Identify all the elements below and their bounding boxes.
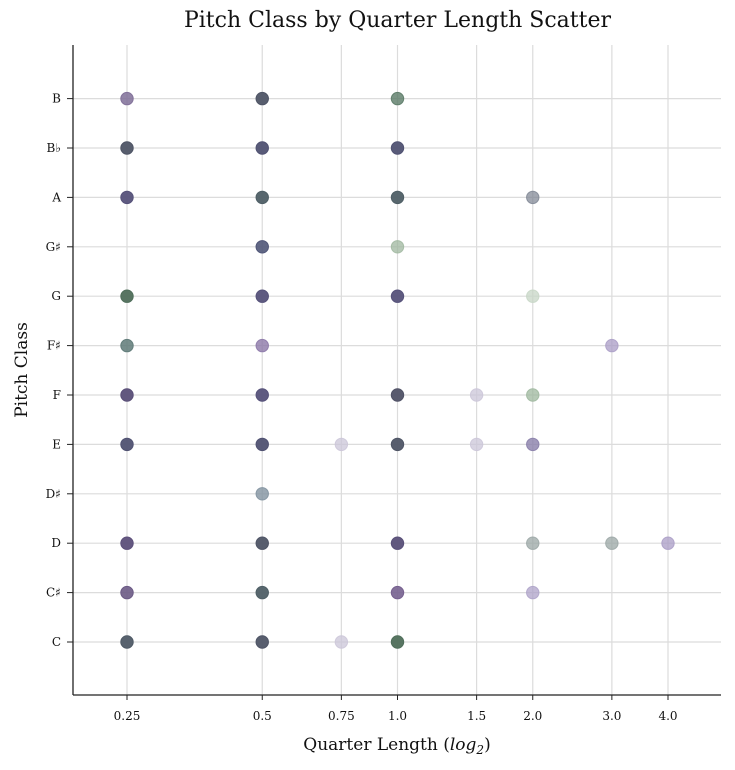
- scatter-point: [390, 240, 405, 254]
- x-tick-label: 0.5: [253, 709, 272, 723]
- x-axis-title: Quarter Length (log2): [303, 735, 490, 757]
- scatter-point: [390, 91, 405, 106]
- scatter-point: [255, 240, 269, 254]
- y-tick-label: E: [52, 437, 61, 451]
- scatter-point: [469, 388, 484, 402]
- scatter-point: [255, 289, 269, 303]
- chart-title: Pitch Class by Quarter Length Scatter: [183, 8, 612, 33]
- scatter-point: [255, 338, 269, 353]
- points-layer: [120, 91, 675, 649]
- scatter-point: [526, 289, 540, 303]
- y-tick-label: C♯: [46, 586, 61, 600]
- scatter-point: [120, 91, 134, 106]
- y-tick-label: G: [51, 289, 61, 303]
- scatter-point: [390, 536, 405, 550]
- scatter-point: [255, 437, 269, 452]
- scatter-point: [120, 635, 134, 649]
- scatter-point: [605, 536, 619, 550]
- scatter-point: [390, 437, 405, 452]
- scatter-point: [255, 91, 269, 106]
- scatter-point: [661, 536, 675, 550]
- scatter-point: [255, 536, 269, 550]
- x-tick-label: 2.0: [523, 709, 542, 723]
- x-tick-label: 1.0: [388, 709, 407, 723]
- y-tick-label: B♭: [47, 141, 61, 155]
- scatter-point: [526, 585, 540, 600]
- scatter-point: [255, 141, 269, 155]
- scatter-point: [390, 585, 405, 600]
- scatter-point: [120, 437, 134, 452]
- y-tick-label: F: [53, 388, 61, 402]
- scatter-point: [120, 141, 134, 155]
- y-tick-label: D: [51, 536, 61, 550]
- x-tick-label: 3.0: [602, 709, 621, 723]
- scatter-point: [526, 437, 540, 452]
- x-tick-label: 1.5: [467, 709, 486, 723]
- scatter-point: [526, 190, 540, 205]
- y-tick-label: B: [52, 92, 61, 106]
- scatter-point: [469, 437, 484, 452]
- scatter-point: [526, 388, 540, 402]
- scatter-point: [255, 388, 269, 402]
- scatter-point: [605, 338, 619, 353]
- scatter-point: [390, 388, 405, 402]
- ticks-layer: 0.25 0.5 0.75 1.0 1.5 2.0 3.0 4.0 C C♯ D D♯ E F F♯ G G♯ A…: [46, 92, 678, 723]
- y-tick-label: G♯: [46, 240, 61, 254]
- x-tick-label: 0.75: [328, 709, 355, 723]
- scatter-point: [120, 190, 134, 205]
- scatter-point: [526, 536, 540, 550]
- scatter-point: [390, 635, 405, 649]
- scatter-point: [255, 585, 269, 600]
- x-tick-label: 0.25: [114, 709, 141, 723]
- scatter-point: [255, 190, 269, 205]
- y-tick-label: A: [51, 190, 61, 204]
- y-tick-label: C: [52, 635, 61, 649]
- x-tick-label: 4.0: [658, 709, 677, 723]
- scatter-point: [120, 289, 134, 303]
- scatter-point: [120, 536, 134, 550]
- scatter-point: [120, 388, 134, 402]
- scatter-point: [390, 190, 405, 205]
- scatter-point: [390, 289, 405, 303]
- scatter-point: [334, 437, 349, 452]
- scatter-point: [255, 635, 269, 649]
- y-tick-label: F♯: [47, 339, 61, 353]
- y-tick-label: D♯: [46, 487, 61, 501]
- scatter-point: [255, 487, 269, 501]
- y-axis-title: Pitch Class: [12, 322, 32, 418]
- scatter-point: [390, 141, 405, 155]
- scatter-point: [120, 338, 134, 353]
- scatter-point: [334, 635, 349, 649]
- scatter-point: [120, 585, 134, 600]
